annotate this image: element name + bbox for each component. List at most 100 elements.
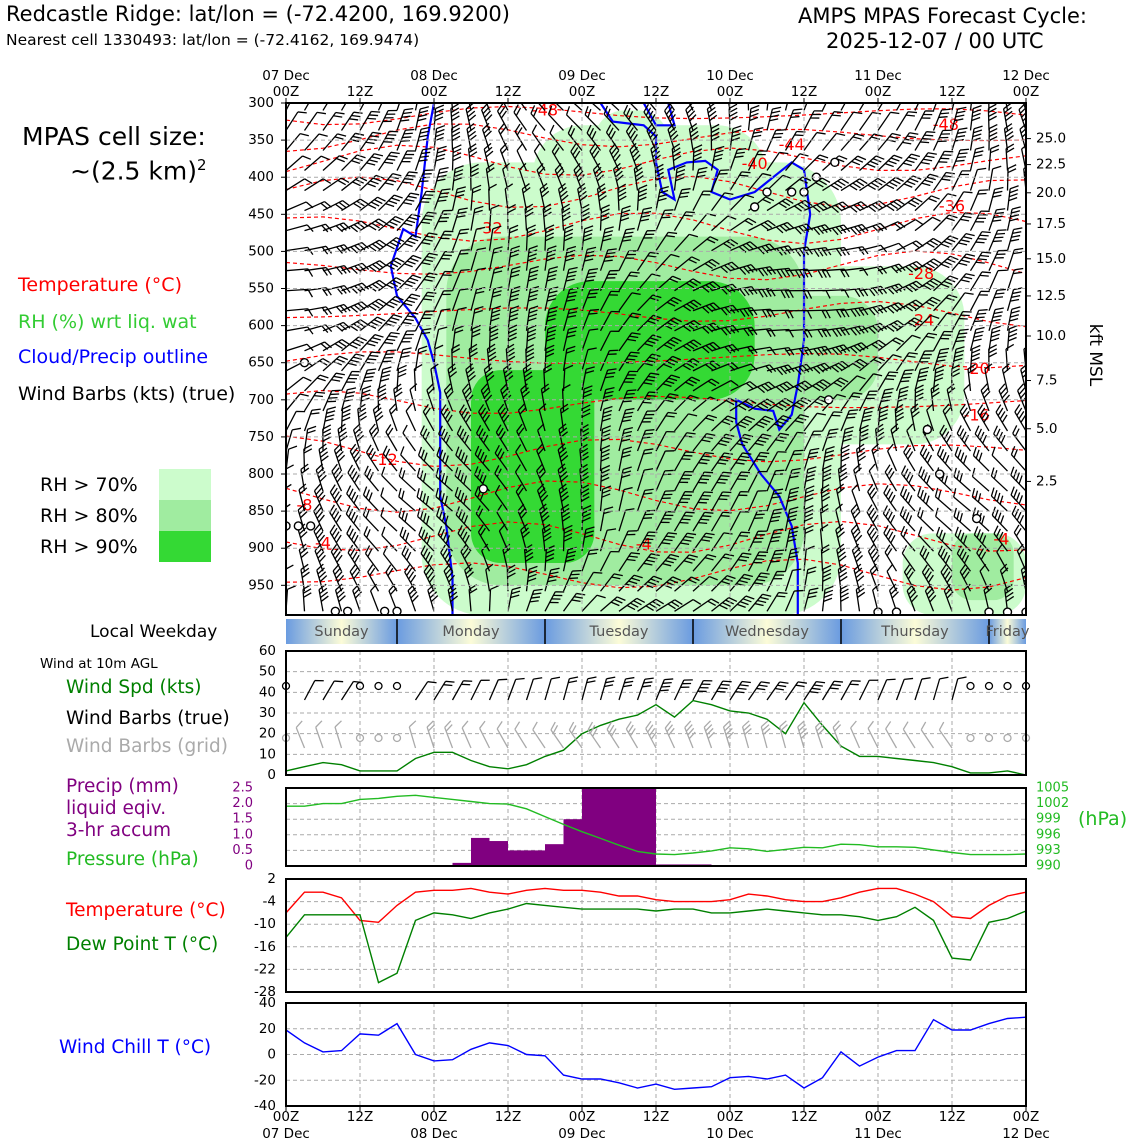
wind-barb (596, 183, 607, 211)
barb-feather (454, 169, 464, 174)
barb-feather (557, 170, 565, 179)
barb-feather (588, 312, 598, 315)
barb-feather (408, 171, 418, 174)
barb-feather (353, 494, 359, 504)
wind-barb (488, 305, 502, 331)
barb-feather (567, 245, 577, 250)
barb-feather (316, 547, 323, 555)
barb-staff (914, 216, 933, 232)
barb-feather (404, 178, 414, 181)
wind-barb (433, 145, 447, 171)
barb-feather (548, 310, 558, 314)
barb-feather (357, 407, 367, 414)
barb-feather (551, 143, 558, 152)
barb-feather (509, 297, 519, 302)
barb-feather (353, 111, 363, 114)
barb-feather (333, 115, 343, 118)
barb-feather (531, 124, 538, 133)
barb-feather (369, 339, 379, 344)
wind-barb (896, 153, 920, 171)
wind-barb (531, 124, 546, 151)
wind-barb (396, 192, 420, 211)
barb-feather (502, 162, 510, 170)
wind-barb (914, 131, 936, 151)
barb-feather (972, 133, 982, 138)
barb-feather (398, 467, 403, 477)
barb-feather (576, 592, 586, 596)
barb-feather (570, 573, 580, 576)
wind-barb (359, 239, 388, 252)
barb-feather (420, 126, 431, 130)
barb-feather (750, 108, 760, 114)
barb-feather (403, 90, 412, 96)
barb-feather (564, 364, 574, 370)
wind-barb (414, 103, 421, 111)
wind-barb (540, 383, 550, 412)
barb-feather (527, 573, 537, 578)
barb-feather (451, 115, 460, 122)
wind-barb (914, 103, 926, 111)
barb-feather (478, 428, 484, 437)
wind-barb (377, 151, 400, 171)
barb-feather (440, 192, 450, 195)
wind-barb (544, 266, 559, 291)
barb-feather (388, 335, 398, 338)
rh70-swatch (159, 469, 211, 500)
barb-feather (337, 454, 346, 463)
wind-barb (951, 148, 970, 171)
wind-barb (544, 325, 557, 351)
wind-barb (475, 424, 491, 452)
barb-feather (451, 127, 461, 134)
barb-feather (416, 488, 420, 498)
barb-feather (418, 159, 428, 162)
wind-barb (382, 545, 398, 572)
barb-feather (402, 424, 408, 434)
barb-feather (442, 532, 448, 541)
temp-contour-label: -20 (964, 359, 990, 378)
barb-feather (326, 410, 336, 414)
barb-feather (333, 375, 343, 379)
barb-staff (581, 349, 589, 372)
wind-barb (313, 483, 326, 512)
barb-feather (368, 265, 377, 272)
barb-feather (509, 253, 519, 258)
barb-feather (353, 474, 360, 484)
barb-feather (375, 241, 384, 248)
barb-feather (372, 131, 382, 135)
barb-feather (514, 464, 521, 473)
barb-staff (465, 103, 472, 111)
barb-feather (318, 571, 327, 579)
barb-feather (497, 427, 504, 437)
barb-feather (546, 337, 556, 342)
barb-feather (400, 446, 405, 456)
barb-staff (433, 309, 443, 332)
barb-feather (335, 571, 343, 579)
barb-feather (546, 333, 556, 338)
barb-feather (570, 143, 577, 152)
barb-feather (475, 424, 482, 434)
barb-feather (361, 262, 370, 270)
barb-feather (578, 190, 587, 198)
cell-size-text: ~(2.5 km) (70, 156, 197, 186)
wind-barb (286, 326, 314, 335)
barb-feather (475, 290, 485, 294)
wind-barb (562, 326, 578, 351)
wind-barb (322, 355, 349, 372)
barb-feather (997, 229, 1007, 232)
rh80-label: RH > 80% (40, 505, 138, 527)
barb-feather (488, 355, 497, 362)
barb-feather (545, 232, 554, 238)
barb-feather (370, 135, 380, 138)
barb-feather (559, 471, 568, 478)
barb-feather (401, 341, 411, 343)
barb-feather (561, 511, 570, 518)
wind-barb (414, 147, 432, 171)
barb-feather (990, 148, 999, 154)
barb-feather (476, 469, 482, 478)
barb-feather (852, 88, 861, 95)
wind-barb (322, 406, 337, 432)
barb-feather (371, 351, 381, 354)
barb-feather (372, 263, 381, 271)
barb-feather (526, 232, 536, 238)
barb-feather (564, 232, 573, 238)
